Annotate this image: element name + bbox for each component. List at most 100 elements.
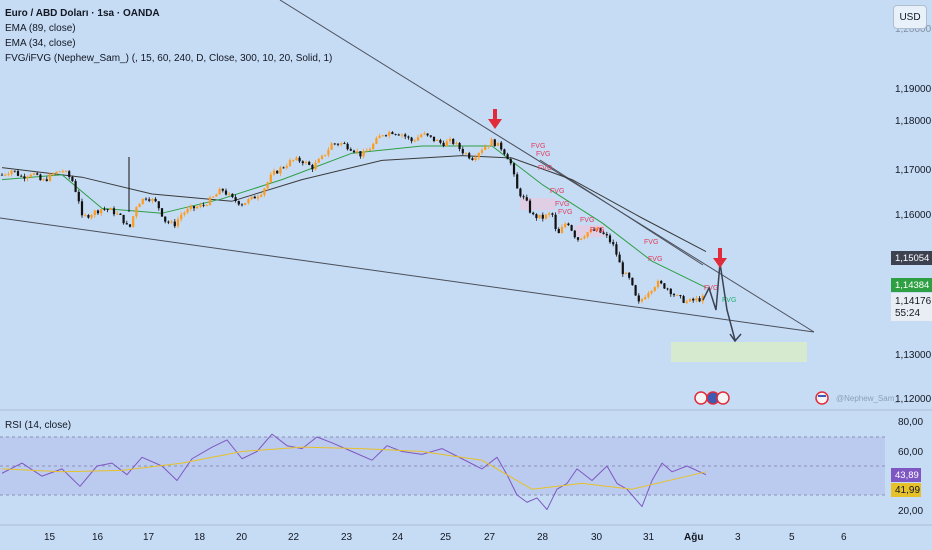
candle-body [388,132,391,136]
rsi-line [1,433,707,510]
candle-body [119,213,122,215]
candle-body [365,150,368,152]
candle-body [336,143,340,145]
projection-arrowhead [729,333,742,343]
candle-body [61,171,64,173]
candle-body [74,181,77,192]
time-tick-label: 24 [392,532,404,543]
candle-body [439,140,442,143]
candle-body [13,170,16,172]
time-tick-label: 29 [539,532,551,543]
candle-body [116,213,119,215]
ema-34-line [1,145,707,289]
candle-body [32,173,36,175]
candle-body [224,190,228,195]
candle-body [525,197,528,201]
candle-body [39,174,42,181]
time-tick-label: 5 [789,532,795,543]
fvg-legend[interactable]: FVG/iFVG (Nephew_Sam_) (, 15, 60, 240, D… [5,53,333,64]
rsi-tick-label: 60,00 [898,447,923,458]
lower-trendline[interactable] [0,217,815,333]
projection-path[interactable] [702,262,736,341]
time-tick-label: 30 [591,532,603,543]
fvg-label: FVG [538,165,552,172]
fvg-box [520,198,555,210]
upper-trendline[interactable] [279,0,815,333]
price-axis[interactable]: 1,20000 1,19000 1,18000 1,17000 1,16000 … [895,24,932,405]
candle-body [71,176,74,182]
candle-body [612,242,615,245]
candle-body [528,200,532,213]
currency-button[interactable]: USD [893,5,927,29]
time-tick-label: 22 [288,532,300,543]
rsi-value-badge: 43,89 [891,468,921,482]
rsi-tick-label: 80,00 [898,417,923,428]
candle-body [624,272,628,275]
candle-body [359,151,362,157]
svg-text:1,15054: 1,15054 [895,253,929,264]
time-tick-label: 18 [194,532,206,543]
candle-body [218,188,221,195]
down-arrow-icon [713,248,727,268]
flag-event-icon[interactable] [815,391,829,405]
time-tick-label: 20 [236,532,248,543]
candle-body [7,174,10,175]
economic-events-icon[interactable] [694,391,730,405]
rsi-legend[interactable]: RSI (14, close) [5,420,72,431]
candle-body [221,188,224,191]
candle-body [381,135,384,137]
candle-body [672,294,676,296]
candle-body [580,238,583,240]
candle-body [426,133,429,136]
candle-body [397,134,400,136]
candle-body [516,174,519,189]
candle-body [541,214,544,219]
time-tick-label: 23 [341,532,353,543]
ema-89-legend[interactable]: EMA (89, close) [5,23,76,34]
candle-body [436,140,439,142]
candle-body [231,193,234,198]
candle-body [544,214,548,219]
candle-body [637,295,640,302]
candle-body [343,143,346,145]
candle-body [333,143,336,145]
time-axis[interactable]: 15 16 17 18 20 22 23 24 25 27 28 29 30 3… [44,532,847,543]
candle-body [512,163,516,175]
time-tick-label: 15 [44,532,56,543]
candle-body [503,149,506,155]
ifvg-label: FVG [722,297,736,304]
rsi-signal-line [1,446,707,490]
fvg-label: FVG [531,143,545,150]
candle-body [55,171,58,174]
symbol-title[interactable]: Euro / ABD Doları · 1sa · OANDA [5,8,160,19]
candle-body [500,142,503,150]
time-tick-label: Ağu [684,532,703,543]
fvg-label: FVG [648,256,662,263]
candle-body [631,277,634,286]
candle-body [253,196,256,199]
candle-body [452,138,455,144]
candle-body [560,227,564,234]
price-tick-label: 1,12000 [895,394,932,405]
target-zone[interactable] [671,342,807,362]
candle-body [653,287,656,291]
candle-body [240,204,244,206]
candle-body [644,297,647,300]
candle-body [349,149,352,151]
candle-body [519,188,522,197]
candle-body [608,235,612,243]
candle-body [199,204,202,207]
candle-body [103,209,106,210]
rsi-axis[interactable]: 80,00 60,00 20,00 [898,417,923,517]
candle-body [234,197,237,202]
candle-body [378,135,381,139]
ema-34-legend[interactable]: EMA (34, close) [5,38,76,49]
candle-body [688,298,692,302]
candle-body [573,230,576,238]
fvg-label: FVG [555,201,569,208]
candle-body [695,298,698,301]
candle-body [404,134,407,137]
price-pane[interactable] [0,0,885,410]
chart-legend[interactable]: Euro / ABD Doları · 1sa · OANDA EMA (89,… [5,6,332,66]
